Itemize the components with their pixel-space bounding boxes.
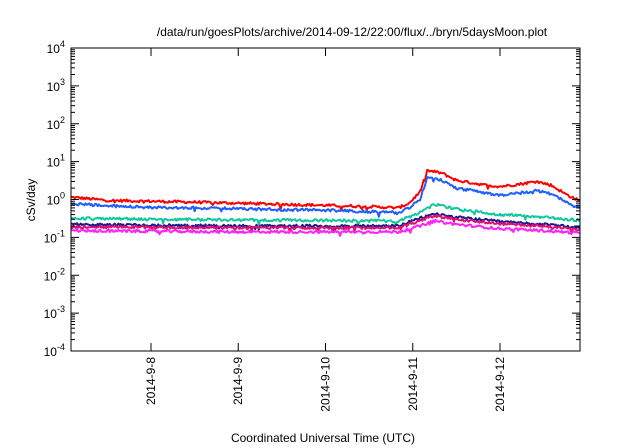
y-tick-label: 103 xyxy=(47,77,65,94)
y-tick-label: 102 xyxy=(47,115,65,132)
y-tick-label: 100 xyxy=(47,191,65,208)
series-line-4 xyxy=(71,212,580,231)
plot-frame xyxy=(70,47,581,352)
series-line-3 xyxy=(71,202,580,227)
chart-title: /data/run/goesPlots/archive/2014-09-12/2… xyxy=(157,25,548,39)
y-axis-label: cSv/day xyxy=(24,179,38,222)
y-tick-label: 10-3 xyxy=(44,304,65,321)
series-line-6 xyxy=(71,218,580,237)
x-axis-label: Coordinated Universal Time (UTC) xyxy=(231,431,415,445)
series-line-5 xyxy=(71,214,580,236)
y-tick-label: 10-2 xyxy=(44,266,65,283)
x-tick-label: 2014-9-11 xyxy=(406,357,420,411)
y-tick-label: 104 xyxy=(47,39,65,56)
y-tick-label: 101 xyxy=(47,153,65,170)
axes xyxy=(70,47,581,352)
series-layer xyxy=(71,168,580,237)
x-tick-label: 2014-9-12 xyxy=(493,357,507,412)
x-tick-label: 2014-9-8 xyxy=(144,357,158,405)
y-tick-label: 10-1 xyxy=(44,228,65,245)
x-tick-label: 2014-9-9 xyxy=(231,357,245,405)
series-line-2 xyxy=(71,176,580,218)
x-tick-label: 2014-9-10 xyxy=(319,357,333,412)
series-line-1 xyxy=(71,168,580,212)
tick-labels: 104 103 102 101 100 10-1 10-2 10-3 10-4 2014-9-8 2… xyxy=(44,39,507,412)
y-tick-label: 10-4 xyxy=(44,342,65,359)
